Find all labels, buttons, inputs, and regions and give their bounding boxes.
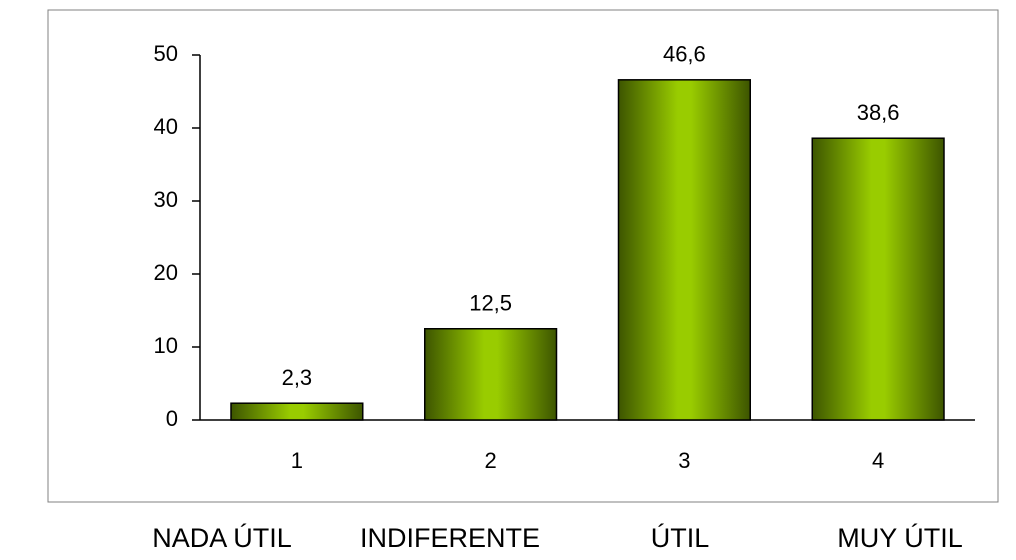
y-tick-label: 40 (154, 114, 178, 139)
category-description: MUY ÚTIL (837, 522, 963, 553)
bar (230, 402, 364, 421)
x-tick-label: 1 (291, 448, 303, 473)
x-tick-label: 4 (872, 448, 884, 473)
y-tick-label: 10 (154, 333, 178, 358)
value-label: 2,3 (282, 365, 313, 390)
x-tick-label: 2 (485, 448, 497, 473)
value-label: 38,6 (857, 100, 900, 125)
y-tick-label: 0 (166, 406, 178, 431)
value-label: 12,5 (469, 291, 512, 316)
category-description: INDIFERENTE (360, 523, 540, 553)
y-tick-label: 50 (154, 41, 178, 66)
bar (811, 137, 945, 421)
x-tick-label: 3 (678, 448, 690, 473)
category-description: ÚTIL (651, 522, 710, 553)
bar (617, 79, 751, 421)
value-label: 46,6 (663, 42, 706, 67)
y-tick-label: 30 (154, 187, 178, 212)
category-description: NADA ÚTIL (152, 522, 292, 553)
plot-frame (47, 9, 999, 503)
bar (424, 328, 558, 421)
y-tick-label: 20 (154, 260, 178, 285)
